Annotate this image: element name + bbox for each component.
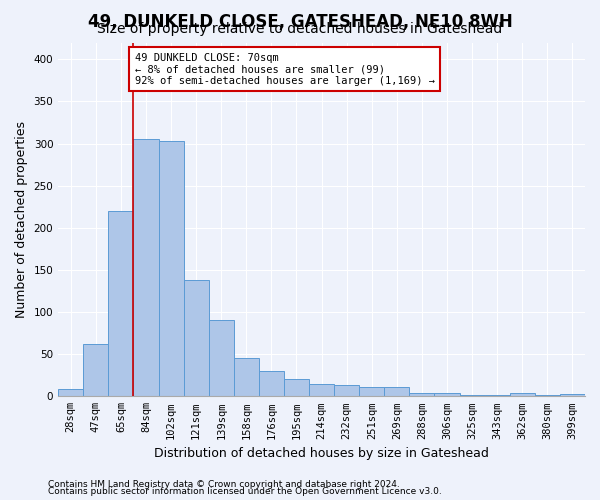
Bar (535, 394, 560, 396)
Text: Contains public sector information licensed under the Open Government Licence v3: Contains public sector information licen… (48, 487, 442, 496)
Bar (184, 280, 209, 396)
Bar (409, 393, 434, 396)
Bar (359, 387, 385, 396)
Bar (234, 358, 259, 397)
Text: Size of property relative to detached houses in Gateshead: Size of property relative to detached ho… (97, 22, 503, 36)
Bar (510, 393, 535, 396)
Bar (460, 394, 485, 396)
Bar (560, 394, 585, 396)
Bar (158, 141, 184, 397)
Bar (259, 371, 284, 396)
Text: Contains HM Land Registry data © Crown copyright and database right 2024.: Contains HM Land Registry data © Crown c… (48, 480, 400, 489)
Bar (434, 393, 460, 396)
X-axis label: Distribution of detached houses by size in Gateshead: Distribution of detached houses by size … (154, 447, 489, 460)
Bar (209, 320, 234, 396)
Bar (284, 378, 309, 396)
Bar (334, 384, 359, 396)
Text: 49, DUNKELD CLOSE, GATESHEAD, NE10 8WH: 49, DUNKELD CLOSE, GATESHEAD, NE10 8WH (88, 12, 512, 30)
Bar (385, 387, 409, 396)
Text: 49 DUNKELD CLOSE: 70sqm
← 8% of detached houses are smaller (99)
92% of semi-det: 49 DUNKELD CLOSE: 70sqm ← 8% of detached… (134, 52, 434, 86)
Y-axis label: Number of detached properties: Number of detached properties (15, 121, 28, 318)
Bar (133, 140, 158, 396)
Bar (83, 344, 109, 397)
Bar (109, 211, 133, 396)
Bar (58, 388, 83, 396)
Bar (309, 384, 334, 396)
